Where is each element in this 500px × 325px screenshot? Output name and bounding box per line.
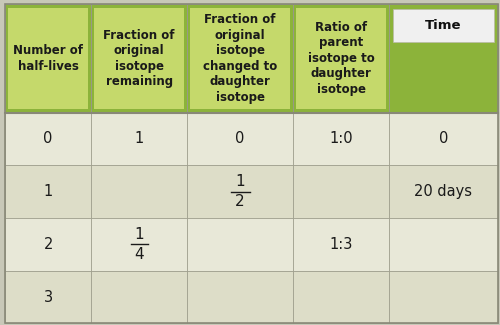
Bar xyxy=(91,271,187,323)
Bar xyxy=(389,165,498,218)
Bar xyxy=(5,113,91,165)
Bar xyxy=(389,271,498,323)
Text: 1:0: 1:0 xyxy=(330,132,353,147)
Text: 0: 0 xyxy=(44,132,53,147)
Text: 4: 4 xyxy=(134,247,144,262)
Text: 1: 1 xyxy=(236,174,245,189)
Bar xyxy=(293,165,389,218)
Text: 2: 2 xyxy=(44,237,53,252)
Bar xyxy=(393,9,494,42)
Bar xyxy=(91,113,187,165)
Text: Time: Time xyxy=(425,19,462,32)
Bar xyxy=(389,4,498,113)
Text: 1: 1 xyxy=(44,184,52,199)
Bar xyxy=(187,4,293,113)
Bar xyxy=(187,113,293,165)
Bar xyxy=(293,218,389,271)
Bar xyxy=(389,218,498,271)
Text: 3: 3 xyxy=(44,290,52,305)
Text: Number of
half-lives: Number of half-lives xyxy=(13,44,83,72)
Bar xyxy=(187,271,293,323)
Text: 1: 1 xyxy=(134,227,144,242)
Text: 1: 1 xyxy=(134,132,144,147)
Bar xyxy=(91,165,187,218)
Bar xyxy=(293,271,389,323)
Text: 2: 2 xyxy=(236,194,245,209)
Bar xyxy=(190,8,290,109)
Text: Fraction of
original
isotope
changed to
daughter
isotope: Fraction of original isotope changed to … xyxy=(203,13,278,104)
Bar xyxy=(91,218,187,271)
Bar xyxy=(8,8,88,109)
Bar xyxy=(296,8,386,109)
Text: Ratio of
parent
isotope to
daughter
isotope: Ratio of parent isotope to daughter isot… xyxy=(308,21,374,96)
Bar xyxy=(293,113,389,165)
Bar xyxy=(187,218,293,271)
Text: 0: 0 xyxy=(236,132,245,147)
Bar xyxy=(187,165,293,218)
Text: 1:3: 1:3 xyxy=(330,237,353,252)
Bar xyxy=(389,113,498,165)
Bar xyxy=(5,218,91,271)
Text: Fraction of
original
isotope
remaining: Fraction of original isotope remaining xyxy=(104,29,175,88)
Bar xyxy=(5,4,91,113)
Bar xyxy=(94,8,184,109)
Text: 0: 0 xyxy=(438,132,448,147)
Text: 20 days: 20 days xyxy=(414,184,472,199)
Bar xyxy=(5,271,91,323)
Bar xyxy=(293,4,389,113)
Bar xyxy=(91,4,187,113)
Bar xyxy=(5,165,91,218)
